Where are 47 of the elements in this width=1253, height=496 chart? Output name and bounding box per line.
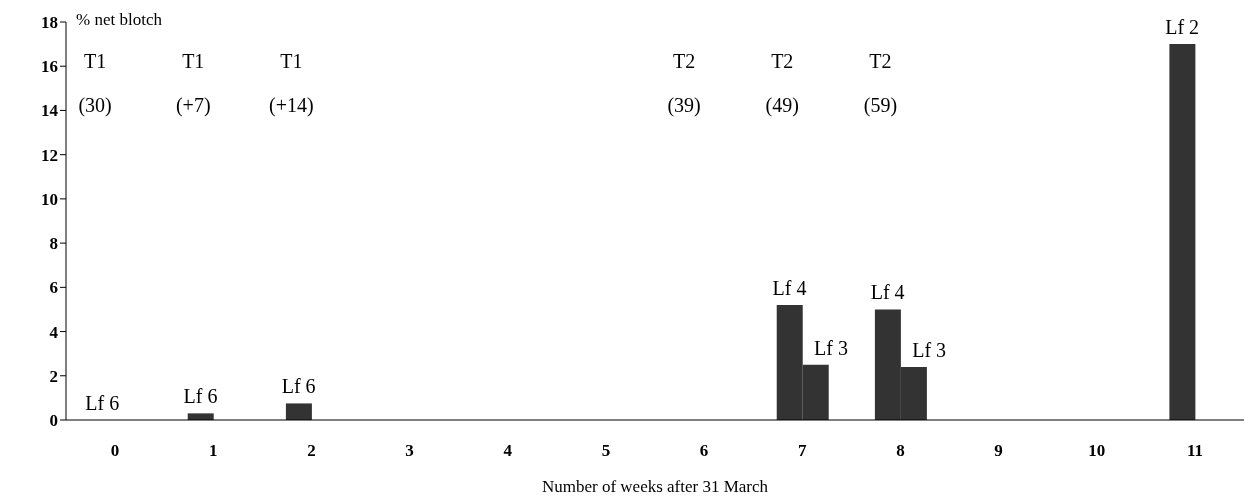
annotation: (30) (78, 94, 112, 116)
annotation: (39) (666, 94, 702, 117)
bar (285, 403, 312, 420)
y-axis-title: % net blotch (76, 10, 162, 30)
y-tick-label: 8 (49, 234, 58, 254)
annotation: (+7) (174, 94, 212, 117)
x-tick-label: 7 (798, 441, 807, 461)
y-tick-label: 16 (41, 57, 58, 77)
annotation: T1 (181, 50, 206, 73)
y-tick-label: 6 (49, 278, 58, 298)
bar (187, 413, 214, 420)
data-label: Lf 6 (280, 375, 317, 399)
x-tick-label: 1 (209, 441, 218, 461)
data-label: Lf 6 (84, 392, 121, 415)
data-label: Lf 4 (771, 277, 808, 301)
x-tick-label: 5 (601, 441, 611, 461)
annotation: T2 (868, 50, 893, 73)
bar (1169, 44, 1196, 420)
data-label: Lf 3 (813, 336, 849, 360)
y-tick-label: 4 (49, 322, 59, 342)
annotation: T1 (83, 50, 107, 72)
annotation: (59) (862, 94, 899, 117)
data-label: Lf 6 (182, 385, 219, 409)
data-label: Lf 3 (911, 338, 948, 362)
data-label: Lf 2 (1164, 16, 1201, 40)
y-tick-label: 18 (41, 13, 58, 33)
annotation: (+14) (268, 94, 315, 117)
x-axis-title: Number of weeks after 31 March (541, 477, 769, 496)
x-tick-label: 2 (307, 441, 316, 461)
annotation: (49) (764, 94, 800, 117)
y-tick-label: 14 (41, 101, 59, 121)
x-tick-label: 11 (1186, 441, 1203, 461)
data-label: Lf 4 (869, 281, 906, 305)
y-tick-label: 12 (41, 145, 58, 165)
x-tick-label: 4 (503, 441, 513, 461)
x-tick-label: 6 (699, 441, 709, 461)
y-tick-label: 10 (41, 189, 58, 209)
x-tick-label: 3 (405, 441, 414, 461)
annotation: T2 (770, 50, 795, 73)
y-tick-label: 2 (49, 366, 58, 386)
x-tick-label: 0 (110, 441, 120, 461)
annotation: T2 (671, 50, 697, 73)
x-tick-label: 8 (896, 441, 905, 461)
x-tick-label: 9 (994, 441, 1003, 461)
y-tick-label: 0 (49, 411, 58, 431)
x-tick-label: 10 (1088, 441, 1106, 461)
annotation: T1 (279, 50, 304, 73)
